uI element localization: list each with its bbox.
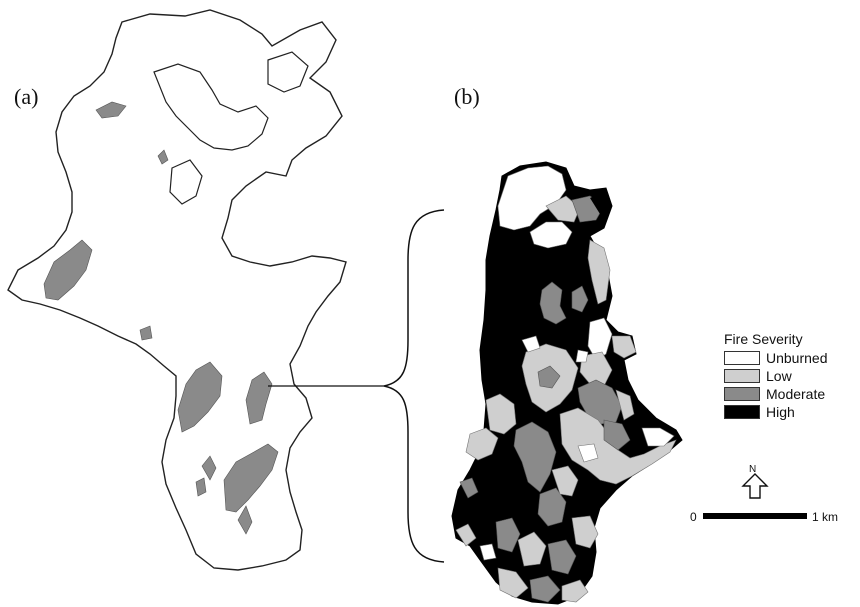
- legend-swatch: [724, 369, 760, 383]
- legend-swatch: [724, 387, 760, 401]
- panel-b-label: (b): [454, 84, 480, 109]
- detail-fire-severity-map: [451, 161, 683, 605]
- legend-item-high: High: [724, 403, 828, 421]
- zoom-bracket: [383, 209, 445, 563]
- legend-item-low: Low: [724, 367, 828, 385]
- legend-swatch: [724, 351, 760, 365]
- interior-hole-north: [153, 63, 269, 151]
- panel-a-label: (a): [14, 84, 39, 109]
- north-label: N: [749, 464, 757, 475]
- interior-hole-west: [169, 159, 203, 205]
- scale-end-label: 1 km: [812, 510, 839, 524]
- north-arrow: [741, 473, 769, 499]
- interior-hole-east: [267, 51, 309, 93]
- legend-title: Fire Severity: [724, 331, 803, 347]
- scale-bar: [703, 513, 807, 519]
- legend-label: Moderate: [766, 386, 826, 402]
- legend-label: Low: [766, 368, 792, 384]
- study-area-outline: [7, 9, 347, 571]
- legend-item-unburned: Unburned: [724, 349, 828, 367]
- legend-item-moderate: Moderate: [724, 385, 828, 403]
- legend-label: Unburned: [766, 350, 828, 366]
- scale-start-label: 0: [690, 510, 697, 524]
- legend-swatch: [724, 405, 760, 419]
- legend-label: High: [766, 404, 795, 420]
- legend: Fire Severity Unburned Low Moderate High: [724, 331, 828, 421]
- overview-fire-patches: [43, 101, 279, 535]
